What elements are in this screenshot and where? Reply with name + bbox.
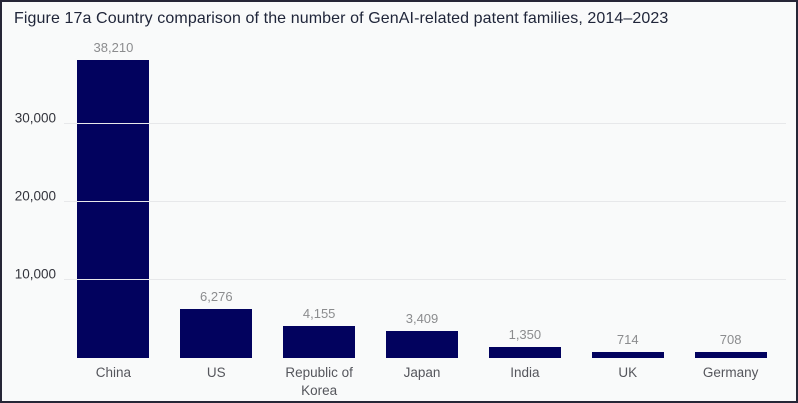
category-label-republic-of-korea: Republic of Korea <box>285 365 353 399</box>
bar-value-label: 38,210 <box>93 39 134 55</box>
category-label-germany: Germany <box>702 365 759 380</box>
category-label-india: India <box>510 365 540 380</box>
chart-title: Figure 17a Country comparison of the num… <box>14 10 669 27</box>
gridline-30000 <box>64 122 786 124</box>
bar-column-uk: 714 <box>576 332 679 358</box>
y-tick-label: 10,000 <box>14 266 56 282</box>
gridline-10000 <box>64 279 786 280</box>
bar-value-label: 3,409 <box>405 311 439 327</box>
bar[interactable] <box>386 331 458 358</box>
bar[interactable] <box>488 347 561 358</box>
bar-column-republic-of-korea: 4,155 <box>268 306 371 358</box>
bar[interactable] <box>694 352 767 358</box>
gridline-20000 <box>64 201 786 202</box>
category-axis: China US Republic of Korea Japan India UK Germ… <box>62 364 782 400</box>
bar-value-label: 708 <box>719 332 742 348</box>
bar-column-china: 38,210 <box>62 40 165 358</box>
bar-value-label: 714 <box>616 332 639 348</box>
category-label-china: China <box>95 365 132 380</box>
bar-value-label: 6,276 <box>200 289 233 305</box>
bar-column-india: 1,350 <box>473 327 576 358</box>
bar-column-us: 6,276 <box>165 289 268 358</box>
category-label-uk: UK <box>618 365 638 380</box>
bar[interactable] <box>180 309 253 358</box>
bar[interactable] <box>77 59 150 358</box>
y-tick-label: 30,000 <box>14 110 56 126</box>
y-tick-label: 20,000 <box>14 188 56 204</box>
bar-column-japan: 3,409 <box>371 311 474 358</box>
bar-column-germany: 708 <box>679 332 782 358</box>
bars-row: 38,210 6,276 4,155 3,409 1,350 714 708 <box>62 37 782 358</box>
plot-area: 38,210 6,276 4,155 3,409 1,350 714 708 10,000 2… <box>15 37 786 358</box>
bar[interactable] <box>591 352 664 358</box>
bar-value-label: 1,350 <box>508 327 542 343</box>
bar[interactable] <box>283 325 356 358</box>
category-label-us: US <box>206 365 226 380</box>
bar-value-label: 4,155 <box>302 305 336 321</box>
category-label-japan: Japan <box>403 365 441 380</box>
